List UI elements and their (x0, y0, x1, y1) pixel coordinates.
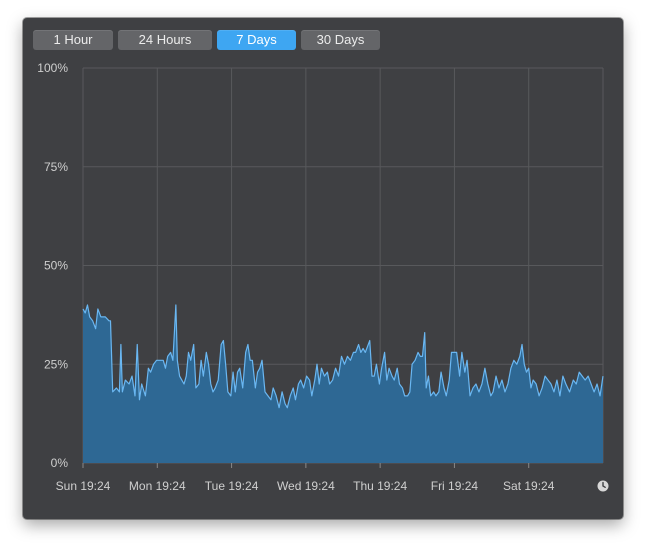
tab-24-hours[interactable]: 24 Hours (118, 30, 212, 50)
tab-7-days[interactable]: 7 Days (217, 30, 296, 50)
y-tick-label: 50% (44, 259, 68, 273)
time-range-segmented-control: 1 Hour 24 Hours 7 Days 30 Days (33, 30, 380, 50)
usage-series-line (82, 304, 604, 409)
y-tick-label: 100% (37, 61, 68, 75)
y-tick-label: 0% (51, 456, 69, 470)
tab-30-days[interactable]: 30 Days (301, 30, 380, 50)
x-axis-labels: Sun 19:24 Mon 19:24 Tue 19:24 Wed 19:24 Thu … (56, 479, 555, 493)
x-tick-label: Mon 19:24 (129, 479, 186, 493)
x-tick-label: Sat 19:24 (503, 479, 555, 493)
activity-monitor-graph-panel: 1 Hour 24 Hours 7 Days 30 Days 100% 75% 50… (23, 18, 623, 519)
x-tick-label: Wed 19:24 (277, 479, 335, 493)
x-tick-label: Fri 19:24 (431, 479, 479, 493)
x-tick-label: Thu 19:24 (353, 479, 407, 493)
usage-area-fill (83, 305, 603, 463)
y-axis-labels: 100% 75% 50% 25% 0% (37, 61, 68, 470)
y-tick-label: 75% (44, 160, 68, 174)
chart-area-layer (82, 304, 604, 463)
x-tick-label: Sun 19:24 (56, 479, 111, 493)
y-tick-label: 25% (44, 357, 68, 371)
clock-icon[interactable] (597, 480, 609, 492)
x-tick-label: Tue 19:24 (205, 479, 259, 493)
usage-chart: 100% 75% 50% 25% 0% Sun 19:24 Mon 19:24 Tue 19… (37, 61, 604, 493)
tab-1-hour[interactable]: 1 Hour (33, 30, 113, 50)
